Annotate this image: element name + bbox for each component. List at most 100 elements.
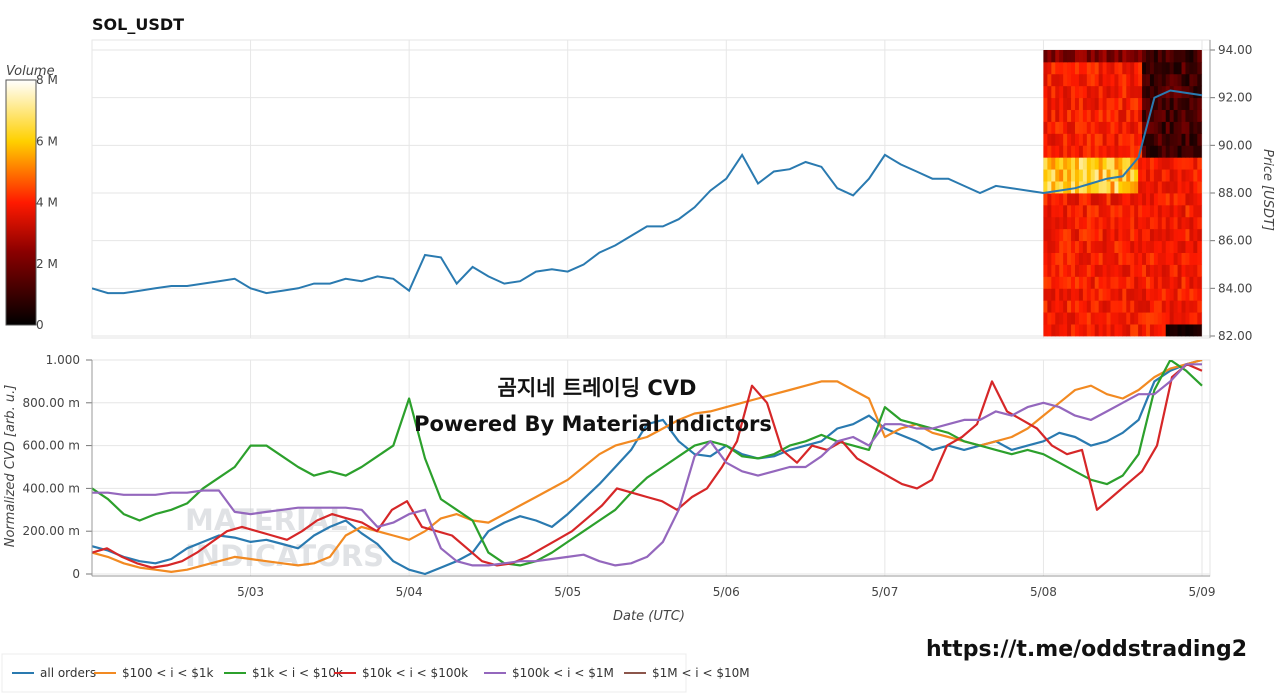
heatmap-cell xyxy=(1142,73,1147,87)
heatmap-cell xyxy=(1074,288,1080,301)
heatmap-cell xyxy=(1193,193,1198,206)
legend-item[interactable]: $10k < i < $100k xyxy=(362,666,468,680)
price-axis-ticks: 82.00 84.00 86.00 88.00 90.00 92.00 94.00 xyxy=(1209,40,1252,343)
heatmap-cell xyxy=(1067,216,1072,230)
heatmap-cell xyxy=(1074,276,1080,289)
heatmap-cell xyxy=(1130,312,1135,325)
heatmap-cell xyxy=(1074,133,1080,146)
heatmap-cell xyxy=(1082,169,1088,182)
heatmap-cell xyxy=(1138,157,1143,170)
heatmap-cell xyxy=(1197,216,1202,230)
heatmap-cell xyxy=(1051,181,1056,194)
heatmap-cell xyxy=(1169,61,1175,75)
heatmap-cell xyxy=(1063,61,1068,75)
heatmap-cell xyxy=(1071,324,1076,337)
heatmap-cell xyxy=(1197,228,1202,242)
heatmap-cell xyxy=(1142,61,1147,75)
heatmap-cell xyxy=(1153,145,1159,158)
heatmap-cell xyxy=(1169,264,1175,277)
heatmap-cell xyxy=(1134,240,1139,253)
heatmap-cell xyxy=(1090,252,1096,265)
heatmap-cell xyxy=(1043,276,1048,289)
heatmap-cell xyxy=(1177,300,1183,313)
legend-item[interactable]: all orders xyxy=(40,666,96,680)
heatmap-cell xyxy=(1134,204,1139,218)
heatmap-cell xyxy=(1110,133,1116,146)
heatmap-cell xyxy=(1082,252,1088,265)
heatmap-cell xyxy=(1086,288,1092,301)
heatmap-cell xyxy=(1086,264,1092,277)
heatmap-cell xyxy=(1157,157,1163,170)
colorbar xyxy=(5,79,37,326)
heatmap-cell xyxy=(1130,169,1135,182)
cvd-grid xyxy=(92,359,1210,576)
heatmap-cell xyxy=(1134,121,1139,134)
heatmap-cell xyxy=(1090,61,1096,75)
heatmap-cell xyxy=(1090,216,1096,230)
heatmap-cell xyxy=(1138,228,1143,242)
heatmap-cell xyxy=(1161,169,1167,182)
heatmap-cell xyxy=(1169,204,1175,218)
heatmap-cell xyxy=(1047,240,1052,253)
heatmap-cell xyxy=(1130,97,1135,110)
heatmap-cell xyxy=(1138,264,1143,277)
heatmap-cell xyxy=(1138,85,1143,99)
heatmap-cell xyxy=(1074,240,1080,253)
legend-item[interactable]: $100k < i < $1M xyxy=(512,666,614,680)
heatmap-cell xyxy=(1078,121,1084,134)
heatmap-cell xyxy=(1074,300,1080,313)
heatmap-cell xyxy=(1142,85,1147,99)
heatmap-cell xyxy=(1149,228,1155,242)
heatmap-cell xyxy=(1134,264,1139,277)
heatmap-cell xyxy=(1146,228,1151,242)
heatmap-cell xyxy=(1126,97,1131,110)
heatmap-cell xyxy=(1189,73,1194,87)
heatmap-cell xyxy=(1063,50,1068,63)
heatmap-cell xyxy=(1090,193,1096,206)
heatmap-cell xyxy=(1181,121,1187,134)
heatmap-cell xyxy=(1051,157,1056,170)
heatmap-cell xyxy=(1082,121,1088,134)
date-tick-label: 5/06 xyxy=(713,585,740,599)
heatmap-cell xyxy=(1106,204,1112,218)
heatmap-cell xyxy=(1149,288,1155,301)
heatmap-cell xyxy=(1153,73,1159,87)
heatmap-cell xyxy=(1177,252,1183,265)
telegram-url[interactable]: https://t.me/oddstrading2 xyxy=(926,637,1247,662)
heatmap-cell xyxy=(1161,61,1167,75)
heatmap-cell xyxy=(1043,61,1048,75)
heatmap-cell xyxy=(1177,109,1183,122)
heatmap-cell xyxy=(1177,228,1183,242)
heatmap-cell xyxy=(1149,324,1155,337)
legend-item[interactable]: $1k < i < $10k xyxy=(252,666,343,680)
heatmap-cell xyxy=(1067,169,1072,182)
heatmap-cell xyxy=(1067,133,1072,146)
heatmap-cell xyxy=(1157,228,1163,242)
heatmap-cell xyxy=(1063,216,1068,230)
heatmap-cell xyxy=(1110,97,1116,110)
heatmap-cell xyxy=(1051,133,1056,146)
heatmap-cell xyxy=(1110,300,1116,313)
heatmap-cell xyxy=(1090,157,1096,170)
legend-item[interactable]: $100 < i < $1k xyxy=(122,666,214,680)
heatmap-cell xyxy=(1169,240,1175,253)
heatmap-cell xyxy=(1146,252,1151,265)
heatmap-cell xyxy=(1138,216,1143,230)
heatmap-cell xyxy=(1161,50,1167,63)
heatmap-cell xyxy=(1102,228,1108,242)
heatmap-cell xyxy=(1106,109,1112,122)
heatmap-cell xyxy=(1086,133,1092,146)
legend-item[interactable]: $1M < i < $10M xyxy=(652,666,750,680)
heatmap-cell xyxy=(1063,181,1068,194)
heatmap-cell xyxy=(1055,324,1060,337)
heatmap-cell xyxy=(1078,73,1084,87)
heatmap-cell xyxy=(1071,312,1076,325)
heatmap-cell xyxy=(1090,312,1096,325)
heatmap-cell xyxy=(1118,240,1123,253)
heatmap-cell xyxy=(1047,193,1052,206)
heatmap-cell xyxy=(1059,97,1064,110)
heatmap-cell xyxy=(1169,181,1175,194)
heatmap-cell xyxy=(1055,121,1060,134)
heatmap-cell xyxy=(1090,145,1096,158)
